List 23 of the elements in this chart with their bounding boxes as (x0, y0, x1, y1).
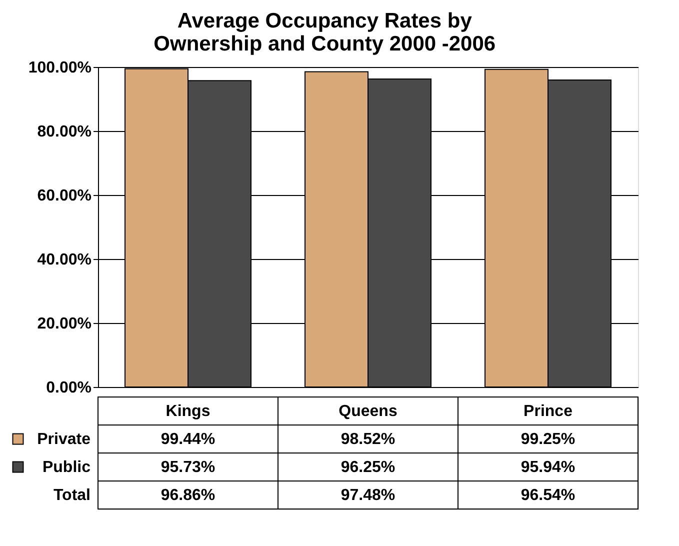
data-label: 95.94% (520, 459, 576, 476)
data-label: 99.44% (160, 431, 216, 448)
legend-label: Private (37, 431, 91, 448)
text: Total (53, 487, 90, 504)
text: 96.54% (520, 487, 576, 504)
text: 96.86% (160, 487, 216, 504)
y-tick-label: 0.00% (46, 380, 92, 396)
y-tick-label: 60.00% (37, 188, 92, 204)
x-tick-label: Queens (338, 403, 398, 420)
y-tick-label: 80.00% (37, 124, 92, 140)
data-label: 99.25% (520, 431, 576, 448)
text: 97.48% (340, 487, 396, 504)
data-label: 95.73% (160, 459, 216, 476)
y-tick-label: 100.00% (28, 60, 92, 76)
text: Ownership and County 2000 -2006 (154, 32, 496, 56)
text: Average Occupancy Rates by (177, 10, 472, 32)
legend-label: Public (42, 459, 91, 476)
data-label: 98.52% (340, 431, 396, 448)
x-tick-label: Kings (166, 403, 210, 420)
data-label: 96.25% (340, 459, 396, 476)
y-tick-label: 40.00% (37, 252, 92, 268)
x-tick-label: Prince (524, 403, 573, 420)
y-tick-label: 20.00% (37, 316, 92, 332)
